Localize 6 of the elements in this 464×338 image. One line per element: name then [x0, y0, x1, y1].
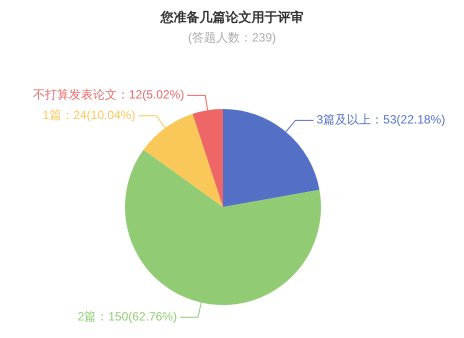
slice-label: 3篇及以上：53(22.18%) — [316, 112, 446, 127]
slice-label: 1篇：24(10.04%) — [42, 108, 136, 122]
chart-subtitle: (答题人数：239) — [188, 30, 276, 44]
slice-label: 2篇：150(62.76%) — [78, 310, 177, 324]
chart-title: 您准备几篇论文用于评审 — [160, 10, 304, 25]
slice-label: 不打算发表论文：12(5.02%) — [32, 88, 184, 102]
